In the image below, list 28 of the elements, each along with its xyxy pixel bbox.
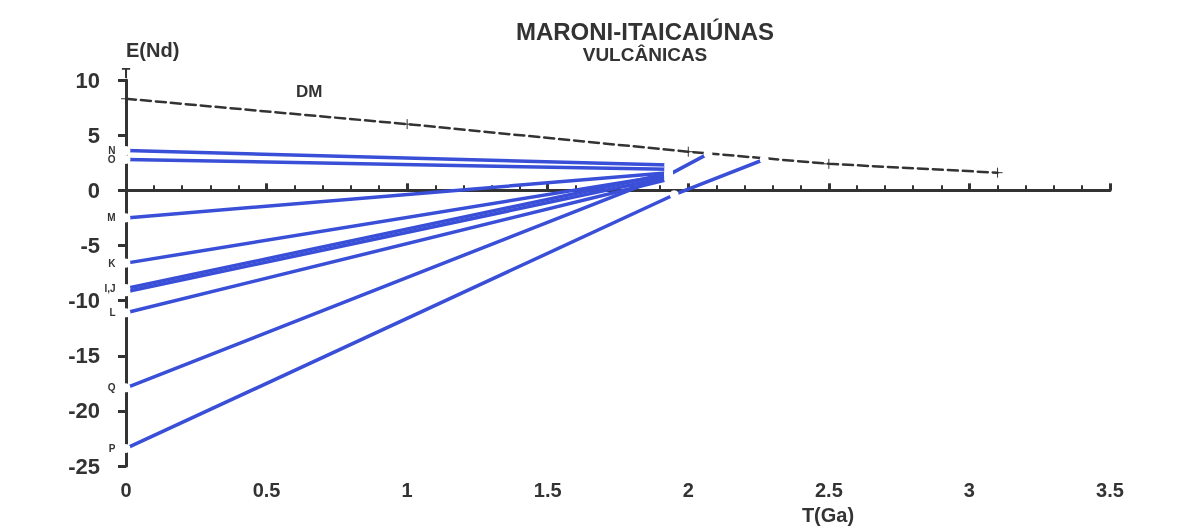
x-tick-label: 2 xyxy=(682,479,694,502)
y-axis-title: E(Nd) xyxy=(126,39,180,61)
x-axis-title: T(Ga) xyxy=(801,504,855,526)
series-label: K xyxy=(108,257,117,269)
x-tick-label: 0 xyxy=(120,479,132,502)
x-tick-label: 1 xyxy=(401,479,413,502)
series-label: M xyxy=(107,212,116,224)
y-tick-label: -5 xyxy=(80,232,100,258)
y-tick-label: -20 xyxy=(68,398,100,424)
x-tick-label: 2.5 xyxy=(814,479,843,502)
y-tick-label: -15 xyxy=(68,343,100,369)
annotation: DM xyxy=(296,82,323,101)
series-label: L xyxy=(109,307,116,319)
series-label: P xyxy=(108,442,116,454)
chart-title: MARONI-ITAICAIÚNAS xyxy=(515,17,775,45)
series-label: Q xyxy=(107,382,116,394)
y-tick-label: -25 xyxy=(68,453,100,479)
x-tick-label: 3 xyxy=(963,479,975,502)
series-label: I,J xyxy=(104,282,116,294)
chart-subtitle: VULCÂNICAS xyxy=(582,44,708,65)
y-tick-label: 0 xyxy=(87,177,100,203)
annotation: T xyxy=(121,65,131,81)
y-tick-label: -10 xyxy=(68,288,100,314)
y-tick-label: 5 xyxy=(87,122,100,148)
x-tick-label: 3.5 xyxy=(1096,479,1124,502)
x-tick-label: 0.5 xyxy=(252,479,281,502)
x-tick-label: 1.5 xyxy=(533,479,562,502)
y-tick-label: 10 xyxy=(75,67,100,93)
